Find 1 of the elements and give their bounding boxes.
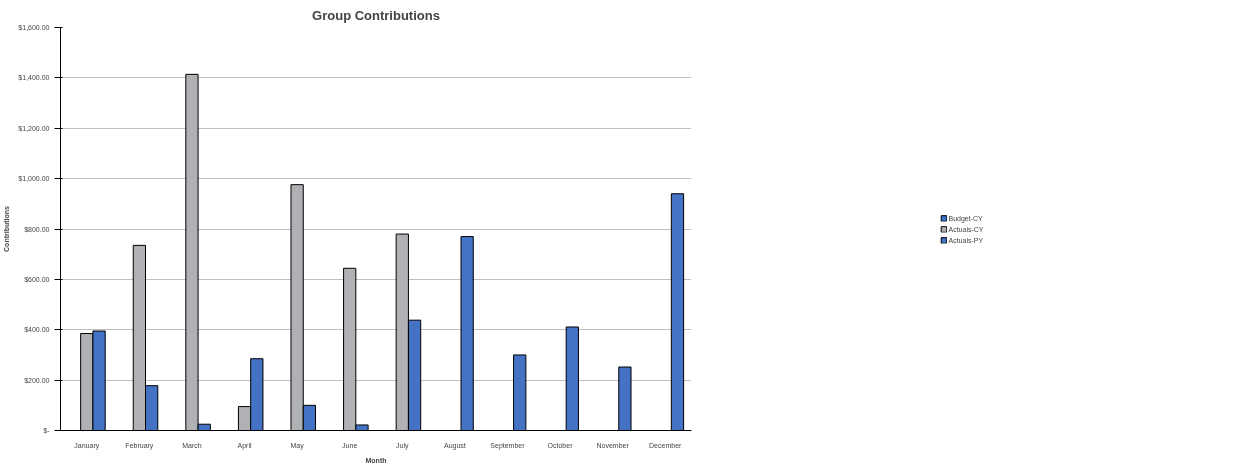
chart-title: Group Contributions bbox=[312, 7, 440, 23]
